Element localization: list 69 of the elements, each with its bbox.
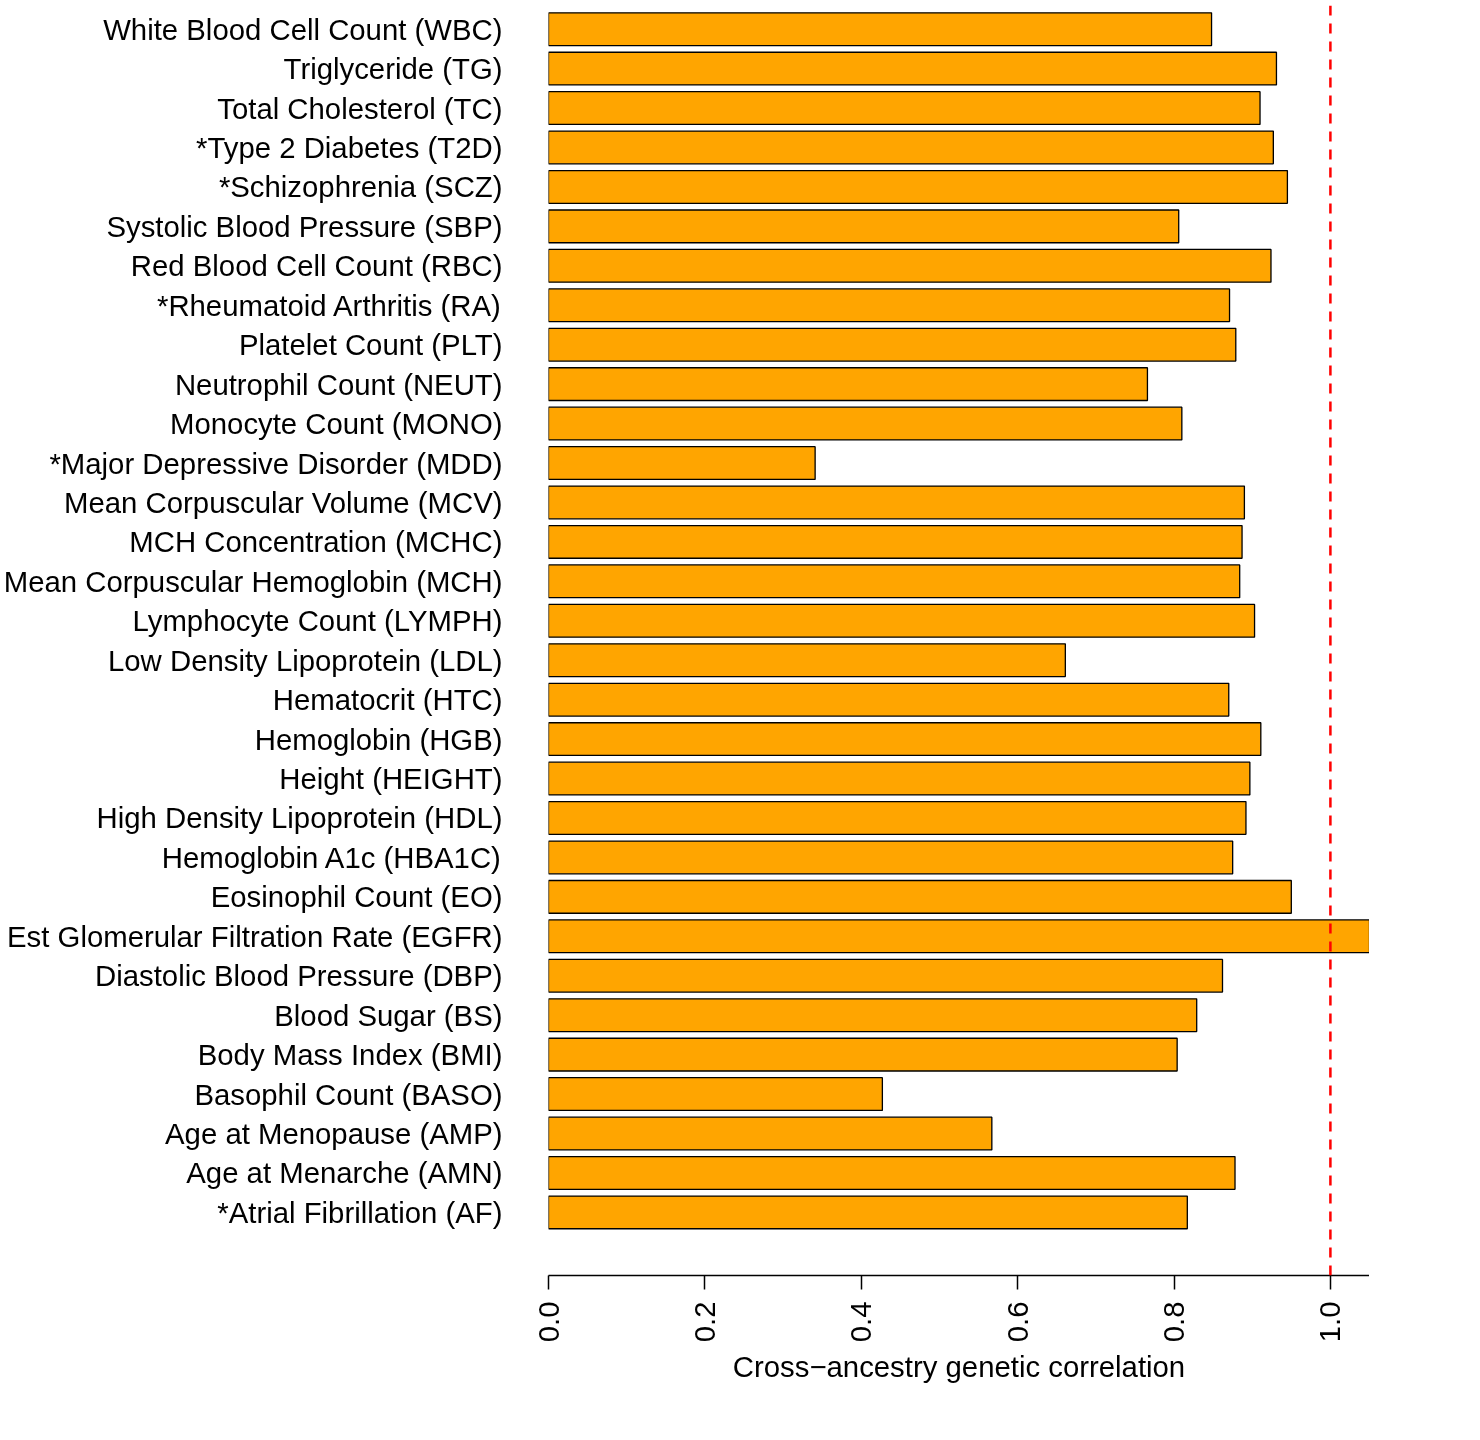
bar xyxy=(548,169,1289,204)
bar xyxy=(548,1195,1188,1230)
y-tick-label: Age at Menopause (AMP) xyxy=(165,1117,503,1151)
x-tick-label: 0.2 xyxy=(687,1301,721,1343)
bar xyxy=(548,998,1198,1033)
bar xyxy=(548,209,1180,244)
y-tick-label: Neutrophil Count (NEUT) xyxy=(174,367,503,401)
y-tick-label: Age at Menarche (AMN) xyxy=(186,1156,503,1190)
x-tick-label: 0.6 xyxy=(1000,1301,1034,1343)
y-tick-label: Hematocrit (HTC) xyxy=(272,683,503,717)
y-tick-label: Eosinophil Count (EO) xyxy=(210,880,503,914)
bar xyxy=(548,288,1231,323)
bar xyxy=(548,248,1272,283)
y-tick-label: Lymphocyte Count (LYMPH) xyxy=(132,604,503,638)
y-tick-label: Body Mass Index (BMI) xyxy=(197,1038,503,1072)
x-tick-label: 0.0 xyxy=(531,1301,565,1343)
x-tick-label: 0.8 xyxy=(1157,1301,1191,1343)
y-tick-label: Platelet Count (PLT) xyxy=(238,328,503,362)
bar xyxy=(548,761,1251,796)
bar xyxy=(548,91,1261,126)
bar xyxy=(548,879,1292,914)
y-tick-label: *Major Depressive Disorder (MDD) xyxy=(49,446,503,480)
bar xyxy=(548,327,1237,362)
y-tick-label: Mean Corpuscular Volume (MCV) xyxy=(64,485,503,519)
bar xyxy=(548,1037,1178,1072)
y-tick-label: Total Cholesterol (TC) xyxy=(217,91,503,125)
y-tick-label: Mean Corpuscular Hemoglobin (MCH) xyxy=(3,564,503,598)
x-tick-label: 1.0 xyxy=(1313,1301,1347,1343)
bar xyxy=(548,406,1183,441)
y-tick-label: Basophil Count (BASO) xyxy=(194,1077,503,1111)
y-tick-label: Triglyceride (TG) xyxy=(283,52,503,86)
bar xyxy=(548,130,1274,165)
bar xyxy=(548,524,1243,559)
x-tick-label: 0.4 xyxy=(844,1301,878,1343)
bar xyxy=(548,51,1278,86)
y-tick-label: Systolic Blood Pressure (SBP) xyxy=(106,209,503,243)
bar xyxy=(548,682,1230,717)
bar xyxy=(548,840,1234,875)
y-tick-label: Height (HEIGHT) xyxy=(279,762,503,796)
y-tick-label: Red Blood Cell Count (RBC) xyxy=(130,249,503,283)
bar xyxy=(548,12,1213,47)
bar xyxy=(548,958,1224,993)
y-tick-label: *Schizophrenia (SCZ) xyxy=(218,170,503,204)
y-tick-label: Est Glomerular Filtration Rate (EGFR) xyxy=(7,919,503,953)
y-tick-label: MCH Concentration (MCHC) xyxy=(129,525,503,559)
y-tick-label: Monocyte Count (MONO) xyxy=(170,407,503,441)
y-tick-label: *Type 2 Diabetes (T2D) xyxy=(196,130,503,164)
bar xyxy=(548,1116,993,1151)
y-tick-label: *Rheumatoid Arthritis (RA) xyxy=(156,288,501,322)
y-tick-label: High Density Lipoprotein (HDL) xyxy=(96,801,503,835)
bar xyxy=(548,603,1256,638)
y-tick-label: *Atrial Fibrillation (AF) xyxy=(217,1195,503,1229)
bar xyxy=(548,1155,1236,1190)
bar xyxy=(548,643,1066,678)
bar xyxy=(548,722,1262,757)
bar xyxy=(548,1077,884,1112)
y-tick-label: Hemoglobin A1c (HBA1C) xyxy=(161,840,501,874)
bar xyxy=(548,919,1369,954)
bar xyxy=(548,485,1246,520)
bar xyxy=(548,367,1149,402)
bar xyxy=(548,800,1247,835)
y-tick-label: Diastolic Blood Pressure (DBP) xyxy=(95,959,503,993)
x-axis-title: Cross−ancestry genetic correlation xyxy=(732,1350,1186,1384)
y-tick-label: Blood Sugar (BS) xyxy=(274,998,503,1032)
bar xyxy=(548,564,1241,599)
y-tick-label: White Blood Cell Count (WBC) xyxy=(103,12,503,46)
y-tick-label: Low Density Lipoprotein (LDL) xyxy=(108,643,503,677)
y-tick-label: Hemoglobin (HGB) xyxy=(254,722,503,756)
bar xyxy=(548,446,816,481)
